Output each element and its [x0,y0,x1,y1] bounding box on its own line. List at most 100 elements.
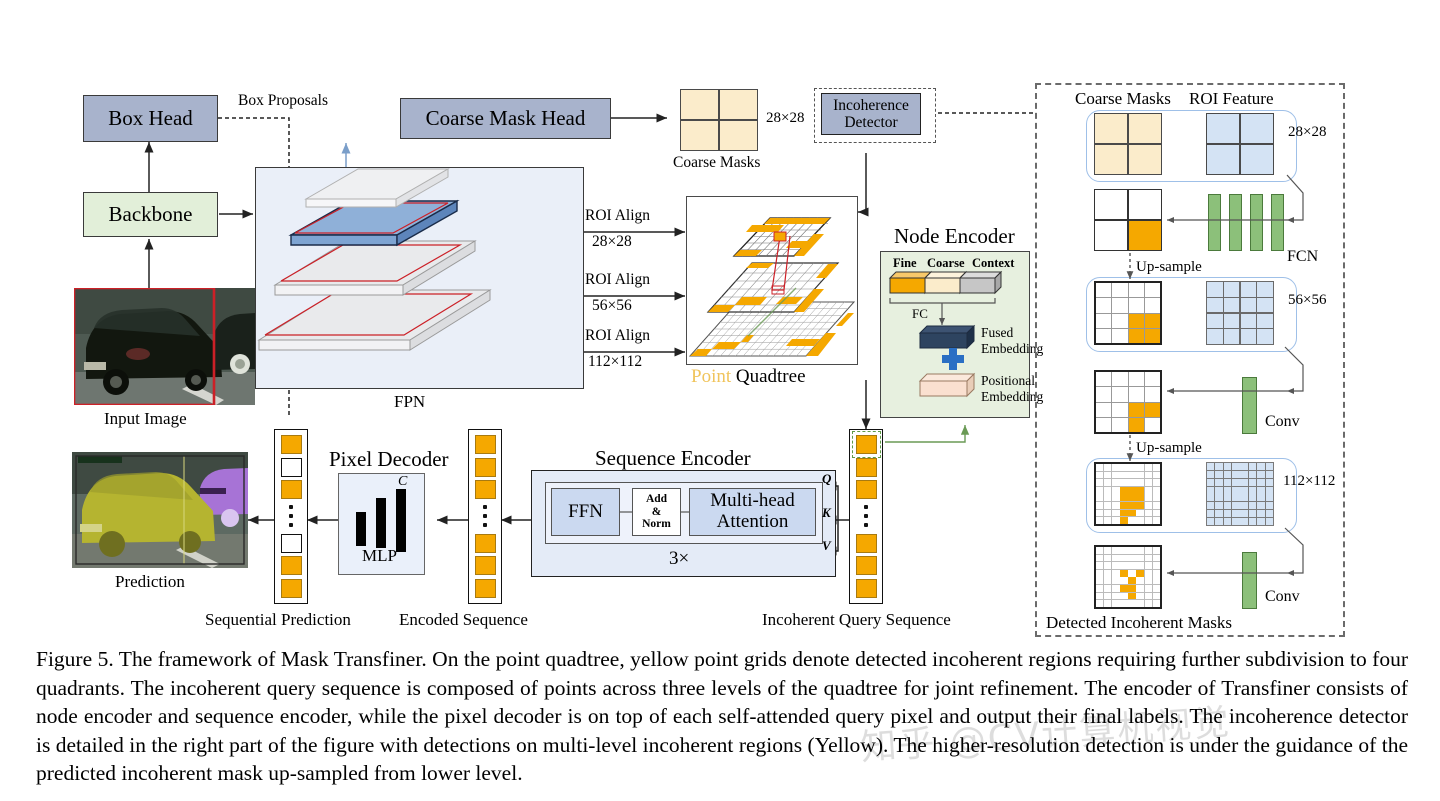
node-encoder-title: Node Encoder [894,224,1015,248]
ellipsis-dots [289,503,293,530]
coarse-masks-size: 28×28 [766,110,805,126]
input-image [74,288,255,405]
box-head-block[interactable]: Box Head [83,95,218,142]
multi-head-attention-block[interactable]: Multi-head Attention [689,488,816,536]
level-2-group [1086,277,1297,352]
roi-align-3-label: ROI Align [585,327,651,344]
coarse-mask-head-label: Coarse Mask Head [425,105,586,130]
mlp-bars [356,489,406,552]
query-token[interactable] [855,533,877,553]
node-encoder-fine-label: Fine [893,256,917,270]
prediction-token[interactable] [280,556,302,576]
prediction-token-empty[interactable] [280,533,302,553]
fpn-pyramid [257,168,492,351]
roi-cell [1207,144,1240,174]
prediction-token-empty[interactable] [280,457,302,477]
roi-align-1-size: 28×28 [592,233,632,250]
query-token[interactable] [855,578,877,598]
fcn-layer-bar [1271,194,1284,251]
coarse-masks-grid [680,89,758,151]
mask-cell [1095,114,1128,144]
node-encoder-positional-label-2: Embedding [981,389,1044,404]
q-label: Q [822,471,832,486]
point-quadtree-graphic [688,217,856,357]
node-encoder-context-label: Context [972,256,1015,270]
v-label: V [822,538,831,553]
query-token[interactable] [855,556,877,576]
quadtree-point-word: Point [691,366,732,387]
box-head-label: Box Head [108,105,193,130]
ellipsis-dots [483,503,487,530]
encoded-token[interactable] [474,435,496,454]
add-norm-block[interactable]: Add & Norm [632,488,681,536]
quadtree-rest-word: Quadtree [735,366,806,387]
encoded-token[interactable] [474,556,496,576]
roi-align-3-size: 112×112 [588,353,643,370]
sequence-encoder-internal-lines [620,511,689,513]
detector-coarse-masks-label: Coarse Masks [1075,89,1171,108]
mask-cell [1095,144,1128,174]
roi-align-2-size: 56×56 [592,297,632,314]
encoded-token[interactable] [474,480,496,500]
upsample-1-label: Up-sample [1136,259,1202,275]
fpn-label: FPN [394,392,426,411]
detected-masks-label: Detected Incoherent Masks [1046,613,1232,632]
node-encoder-positional-label-1: Positional [981,373,1036,388]
mask-cell [1128,190,1161,220]
coarse-masks-label: Coarse Masks [673,154,761,171]
prediction-token[interactable] [280,435,302,454]
detected-mask-level-3 [1094,545,1162,609]
roi-feature-2x2-grid [1206,113,1274,175]
detected-mask-level-2 [1094,370,1162,434]
level-1-group [1086,110,1297,182]
coarse-mask-cell [719,120,757,150]
prediction-label: Prediction [115,572,185,591]
coarse-mask-cell [719,90,757,120]
prediction-image [72,452,248,568]
upsampled-mask-level-2 [1094,281,1162,345]
pixel-decoder-title: Pixel Decoder [329,447,449,471]
encoded-token[interactable] [474,533,496,553]
incoherence-detector-dashed-frame [814,88,936,143]
query-token[interactable] [855,457,877,477]
mha-label-1: Multi-head [710,490,795,512]
add-norm-label-1: Add [645,492,668,505]
backbone-block[interactable]: Backbone [83,192,218,237]
mask-cell [1128,114,1161,144]
mlp-label: MLP [362,546,397,565]
detector-roi-feature-label: ROI Feature [1189,89,1274,108]
roi-align-2-label: ROI Align [585,271,651,288]
node-encoder-coarse-label: Coarse [927,256,965,270]
prediction-token[interactable] [280,578,302,598]
roi-align-1-label: ROI Align [585,207,651,224]
ffn-block[interactable]: FFN [551,488,620,536]
box-proposals-label: Box Proposals [238,92,328,109]
prediction-token[interactable] [280,480,302,500]
ffn-label: FFN [568,500,603,522]
fcn-layer-bar [1208,194,1221,251]
node-encoder-graphic [888,270,1003,398]
detected-mask-level-1 [1094,189,1162,251]
mask-cell [1095,190,1128,220]
ellipsis-dots [864,503,868,530]
roi-cell [1207,114,1240,144]
detector-panel-lines [1126,174,1304,577]
coarse-mask-head-block[interactable]: Coarse Mask Head [400,98,611,139]
node-encoder-fused-label-1: Fused [981,325,1014,340]
node-encoder-fc-label: FC [912,306,928,321]
detector-size-2-label: 56×56 [1288,292,1327,308]
encoded-token[interactable] [474,457,496,477]
query-token[interactable] [855,435,877,454]
level-3-group [1086,458,1297,533]
incoherence-detector-block[interactable]: Incoherence Detector [821,93,921,135]
incoherence-detector-label-1: Incoherence [833,96,909,114]
query-token[interactable] [855,480,877,500]
coarse-mask-2x2-grid [1094,113,1162,175]
figure-caption: Figure 5. The framework of Mask Transfin… [36,647,1408,786]
encoded-token[interactable] [474,578,496,598]
node-encoder-fused-label-2: Embedding [981,341,1044,356]
roi-cell [1240,144,1273,174]
roi-feature-8x8-grid [1206,462,1274,526]
coarse-mask-cell [681,90,719,120]
backbone-label: Backbone [108,201,193,226]
